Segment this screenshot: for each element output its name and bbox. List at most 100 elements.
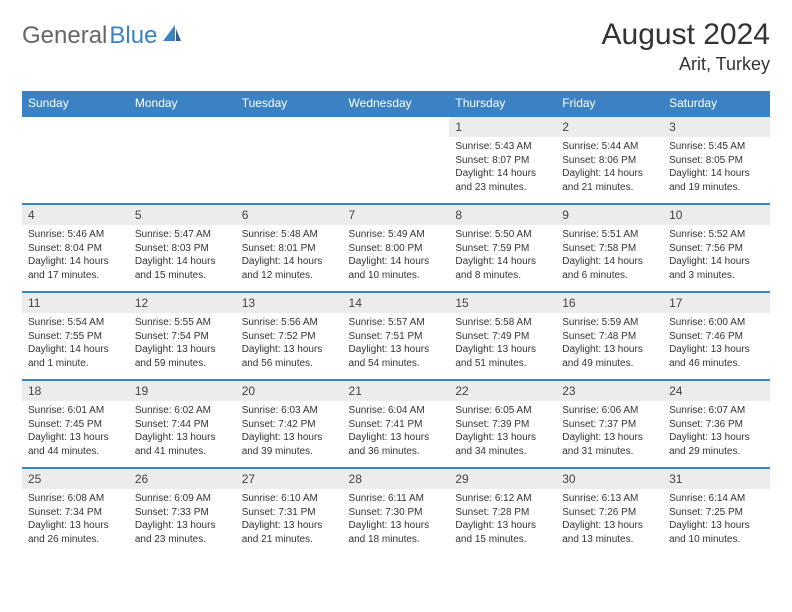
day-number: 1	[449, 117, 556, 137]
sunset-text: Sunset: 7:28 PM	[455, 506, 550, 520]
sunset-text: Sunset: 8:07 PM	[455, 154, 550, 168]
day-details: Sunrise: 6:01 AMSunset: 7:45 PMDaylight:…	[22, 401, 129, 462]
day-details: Sunrise: 6:02 AMSunset: 7:44 PMDaylight:…	[129, 401, 236, 462]
day-number	[236, 117, 343, 135]
daylight-text-2: and 13 minutes.	[562, 533, 657, 547]
sunrise-text: Sunrise: 6:12 AM	[455, 492, 550, 506]
day-details: Sunrise: 6:03 AMSunset: 7:42 PMDaylight:…	[236, 401, 343, 462]
sunrise-text: Sunrise: 6:07 AM	[669, 404, 764, 418]
day-details: Sunrise: 6:05 AMSunset: 7:39 PMDaylight:…	[449, 401, 556, 462]
sunrise-text: Sunrise: 5:44 AM	[562, 140, 657, 154]
calendar-cell	[22, 116, 129, 204]
daylight-text-1: Daylight: 13 hours	[562, 519, 657, 533]
day-number: 29	[449, 469, 556, 489]
day-of-week-header: Saturday	[663, 91, 770, 116]
day-details: Sunrise: 5:52 AMSunset: 7:56 PMDaylight:…	[663, 225, 770, 286]
calendar-cell: 17Sunrise: 6:00 AMSunset: 7:46 PMDayligh…	[663, 292, 770, 380]
sunset-text: Sunset: 7:42 PM	[242, 418, 337, 432]
sunset-text: Sunset: 7:54 PM	[135, 330, 230, 344]
day-number: 13	[236, 293, 343, 313]
day-number: 31	[663, 469, 770, 489]
day-details: Sunrise: 6:04 AMSunset: 7:41 PMDaylight:…	[343, 401, 450, 462]
day-details: Sunrise: 6:13 AMSunset: 7:26 PMDaylight:…	[556, 489, 663, 550]
sunrise-text: Sunrise: 5:55 AM	[135, 316, 230, 330]
calendar-week-row: 4Sunrise: 5:46 AMSunset: 8:04 PMDaylight…	[22, 204, 770, 292]
sunset-text: Sunset: 7:52 PM	[242, 330, 337, 344]
daylight-text-1: Daylight: 14 hours	[455, 167, 550, 181]
daylight-text-2: and 3 minutes.	[669, 269, 764, 283]
sunset-text: Sunset: 7:26 PM	[562, 506, 657, 520]
day-number: 24	[663, 381, 770, 401]
sunrise-text: Sunrise: 5:43 AM	[455, 140, 550, 154]
month-title: August 2024	[602, 18, 770, 52]
day-details: Sunrise: 5:50 AMSunset: 7:59 PMDaylight:…	[449, 225, 556, 286]
day-number: 4	[22, 205, 129, 225]
daylight-text-1: Daylight: 13 hours	[455, 431, 550, 445]
calendar-cell	[343, 116, 450, 204]
day-number: 18	[22, 381, 129, 401]
day-of-week-header: Wednesday	[343, 91, 450, 116]
logo: GeneralBlue	[22, 22, 183, 50]
sunrise-text: Sunrise: 6:10 AM	[242, 492, 337, 506]
daylight-text-1: Daylight: 14 hours	[242, 255, 337, 269]
sunrise-text: Sunrise: 5:46 AM	[28, 228, 123, 242]
daylight-text-2: and 59 minutes.	[135, 357, 230, 371]
day-number: 25	[22, 469, 129, 489]
calendar-cell: 10Sunrise: 5:52 AMSunset: 7:56 PMDayligh…	[663, 204, 770, 292]
calendar-cell: 8Sunrise: 5:50 AMSunset: 7:59 PMDaylight…	[449, 204, 556, 292]
calendar-cell: 6Sunrise: 5:48 AMSunset: 8:01 PMDaylight…	[236, 204, 343, 292]
sunset-text: Sunset: 8:01 PM	[242, 242, 337, 256]
day-details: Sunrise: 5:59 AMSunset: 7:48 PMDaylight:…	[556, 313, 663, 374]
day-details: Sunrise: 6:09 AMSunset: 7:33 PMDaylight:…	[129, 489, 236, 550]
sunrise-text: Sunrise: 5:59 AM	[562, 316, 657, 330]
calendar-cell: 22Sunrise: 6:05 AMSunset: 7:39 PMDayligh…	[449, 380, 556, 468]
daylight-text-2: and 49 minutes.	[562, 357, 657, 371]
calendar-cell: 30Sunrise: 6:13 AMSunset: 7:26 PMDayligh…	[556, 468, 663, 556]
sunrise-text: Sunrise: 6:03 AM	[242, 404, 337, 418]
daylight-text-2: and 18 minutes.	[349, 533, 444, 547]
calendar-cell: 25Sunrise: 6:08 AMSunset: 7:34 PMDayligh…	[22, 468, 129, 556]
calendar-cell: 19Sunrise: 6:02 AMSunset: 7:44 PMDayligh…	[129, 380, 236, 468]
daylight-text-1: Daylight: 13 hours	[135, 431, 230, 445]
daylight-text-1: Daylight: 13 hours	[242, 343, 337, 357]
daylight-text-2: and 23 minutes.	[135, 533, 230, 547]
daylight-text-1: Daylight: 13 hours	[349, 431, 444, 445]
daylight-text-1: Daylight: 13 hours	[562, 431, 657, 445]
day-number: 8	[449, 205, 556, 225]
day-number: 28	[343, 469, 450, 489]
sunrise-text: Sunrise: 5:48 AM	[242, 228, 337, 242]
calendar-cell: 1 Sunrise: 5:43 AMSunset: 8:07 PMDaylight…	[449, 116, 556, 204]
sunset-text: Sunset: 7:59 PM	[455, 242, 550, 256]
sunrise-text: Sunrise: 6:01 AM	[28, 404, 123, 418]
calendar-cell: 16Sunrise: 5:59 AMSunset: 7:48 PMDayligh…	[556, 292, 663, 380]
sunset-text: Sunset: 7:55 PM	[28, 330, 123, 344]
header: GeneralBlue August 2024 Arit, Turkey	[22, 18, 770, 75]
calendar-table: SundayMondayTuesdayWednesdayThursdayFrid…	[22, 91, 770, 556]
day-details: Sunrise: 5:47 AMSunset: 8:03 PMDaylight:…	[129, 225, 236, 286]
daylight-text-1: Daylight: 14 hours	[28, 255, 123, 269]
day-details: Sunrise: 5:54 AMSunset: 7:55 PMDaylight:…	[22, 313, 129, 374]
daylight-text-2: and 41 minutes.	[135, 445, 230, 459]
day-details: Sunrise: 6:00 AMSunset: 7:46 PMDaylight:…	[663, 313, 770, 374]
daylight-text-1: Daylight: 14 hours	[562, 255, 657, 269]
sunset-text: Sunset: 8:06 PM	[562, 154, 657, 168]
day-number: 11	[22, 293, 129, 313]
day-details: Sunrise: 5:51 AMSunset: 7:58 PMDaylight:…	[556, 225, 663, 286]
calendar-cell	[129, 116, 236, 204]
daylight-text-1: Daylight: 13 hours	[242, 519, 337, 533]
daylight-text-2: and 54 minutes.	[349, 357, 444, 371]
day-details: Sunrise: 6:06 AMSunset: 7:37 PMDaylight:…	[556, 401, 663, 462]
day-of-week-header: Sunday	[22, 91, 129, 116]
sunset-text: Sunset: 7:36 PM	[669, 418, 764, 432]
day-of-week-header: Thursday	[449, 91, 556, 116]
sunrise-text: Sunrise: 6:13 AM	[562, 492, 657, 506]
day-number: 3	[663, 117, 770, 137]
calendar-cell: 4Sunrise: 5:46 AMSunset: 8:04 PMDaylight…	[22, 204, 129, 292]
day-number: 27	[236, 469, 343, 489]
sunrise-text: Sunrise: 6:02 AM	[135, 404, 230, 418]
calendar-cell: 29Sunrise: 6:12 AMSunset: 7:28 PMDayligh…	[449, 468, 556, 556]
sunset-text: Sunset: 8:03 PM	[135, 242, 230, 256]
daylight-text-2: and 39 minutes.	[242, 445, 337, 459]
daylight-text-2: and 6 minutes.	[562, 269, 657, 283]
day-number: 16	[556, 293, 663, 313]
